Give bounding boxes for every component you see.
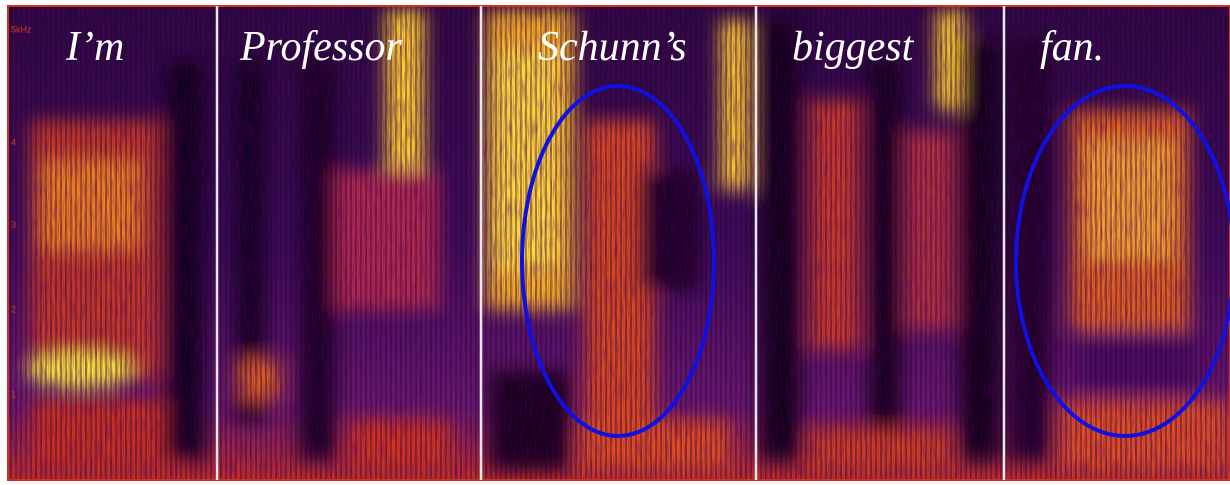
word-label: Schunn’s xyxy=(538,24,687,70)
word-label: fan. xyxy=(1040,24,1104,70)
spectrogram-figure: 5kHz 4 3 2 1 I’m Professor Schunn’s bigg… xyxy=(0,0,1230,485)
word-label: Professor xyxy=(239,24,402,70)
frequency-label: 4 xyxy=(11,137,16,147)
page: 5kHz 4 3 2 1 I’m Professor Schunn’s bigg… xyxy=(0,0,1230,485)
spectrogram xyxy=(8,6,1230,480)
frequency-label: 1 xyxy=(11,389,16,399)
word-label: biggest xyxy=(792,24,915,70)
word-label: I’m xyxy=(65,24,124,70)
frequency-label: 2 xyxy=(11,304,16,314)
frequency-label: 5kHz xyxy=(11,24,32,34)
frequency-label: 3 xyxy=(11,219,16,229)
